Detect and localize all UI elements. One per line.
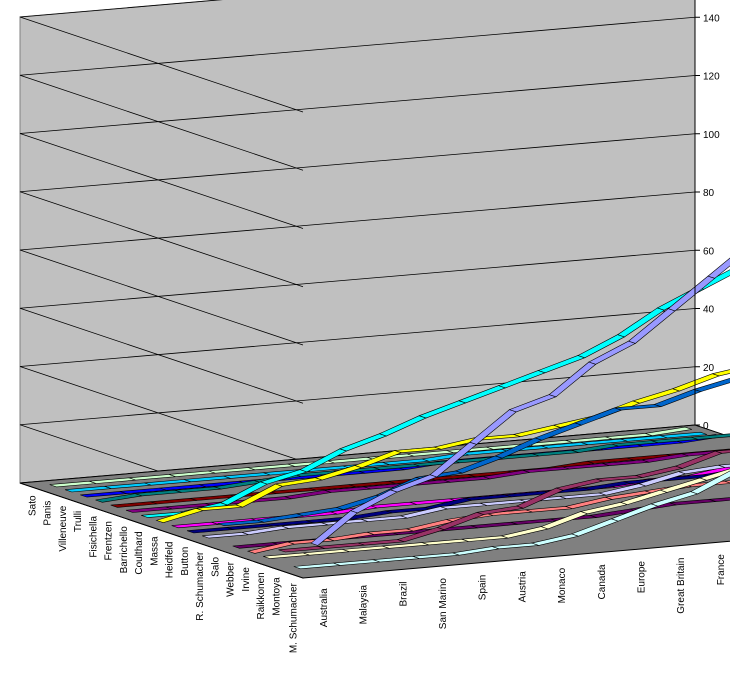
x-tick-label: Australia <box>319 588 330 627</box>
x-tick-label: Europe <box>637 561 648 594</box>
depth-tick-label: R. Schumacher <box>195 551 206 621</box>
gridline <box>19 249 696 404</box>
series-segment <box>711 369 730 377</box>
series-segment <box>718 463 730 468</box>
series-ribbons <box>49 257 730 570</box>
series-segment <box>715 449 730 454</box>
series-button <box>202 463 730 539</box>
depth-tick-label: Webber <box>226 561 237 597</box>
depth-tick-label: Salo <box>210 556 221 576</box>
x-tick-label: Monaco <box>557 567 568 603</box>
x-tick-label: Brazil <box>398 581 409 606</box>
z-tick-label: 0 <box>703 421 709 432</box>
series-segment <box>691 433 730 440</box>
series-segment <box>660 431 708 439</box>
gridline <box>19 0 304 113</box>
depth-tick-label: Coulthard <box>134 531 145 574</box>
series-panis <box>64 431 708 493</box>
series-segment <box>709 497 730 502</box>
z-tick-label: 80 <box>703 188 715 199</box>
series-montoya <box>293 470 730 570</box>
depth-tick-label: Button <box>180 547 191 576</box>
gridline <box>19 133 696 288</box>
depth-tick-label: Raikkonen <box>256 572 267 619</box>
x-axis-tick-labels: Australia Malaysia Brazil San Marino Spain Au… <box>319 554 727 630</box>
series-segment <box>645 426 692 437</box>
depth-tick-label: Barrichello <box>119 526 130 574</box>
x-tick-label: San Marino <box>438 578 449 630</box>
depth-tick-label: Panis <box>43 501 54 526</box>
depth-tick-label: Montoya <box>271 577 282 616</box>
series-m-schumacher <box>310 257 730 546</box>
depth-tick-label: Fisichella <box>88 516 99 558</box>
depth-tick-label: Heidfeld <box>165 542 176 579</box>
x-tick-label: France <box>716 554 727 586</box>
x-tick-label: Austria <box>517 571 528 603</box>
z-tick-label: 60 <box>703 246 715 257</box>
z-tick-label: 120 <box>703 72 720 83</box>
series-sato <box>49 426 692 488</box>
series-coulthard <box>155 369 730 524</box>
series-barrichello <box>141 269 730 518</box>
series-segment <box>724 480 730 484</box>
z-axis-tick-labels: 020406080100120140160 <box>694 0 720 432</box>
series-segment <box>693 378 730 392</box>
depth-tick-label: Trulli <box>73 511 84 532</box>
x-tick-label: Great Britain <box>676 558 687 614</box>
z-tick-label: 20 <box>703 363 715 374</box>
depth-axis-tick-labels: M. Schumacher Montoya Raikkonen Irvine Webbe… <box>27 495 299 653</box>
gridline <box>19 191 696 346</box>
depth-tick-label: Massa <box>149 536 160 566</box>
gridline <box>19 308 696 462</box>
z-tick-label: 100 <box>703 130 720 141</box>
series-segment <box>690 470 730 495</box>
depth-tick-label: Irvine <box>241 567 252 592</box>
gridline <box>19 16 696 171</box>
depth-tick-label: Villeneuve <box>58 505 69 551</box>
gridline <box>19 75 696 229</box>
series-segment <box>699 468 730 481</box>
depth-tick-label: Sato <box>27 495 38 516</box>
depth-tick-label: Frentzen <box>104 521 115 560</box>
z-tick-label: 140 <box>703 13 720 24</box>
x-tick-label: Canada <box>597 564 608 599</box>
depth-tick-label: M. Schumacher <box>289 582 300 653</box>
z-tick-label: 40 <box>703 305 715 316</box>
x-tick-label: Spain <box>478 575 489 601</box>
series-irvine <box>263 468 730 559</box>
series-segment <box>707 257 730 279</box>
series-raikkonen <box>278 449 730 553</box>
x-tick-label: Malaysia <box>359 584 370 624</box>
